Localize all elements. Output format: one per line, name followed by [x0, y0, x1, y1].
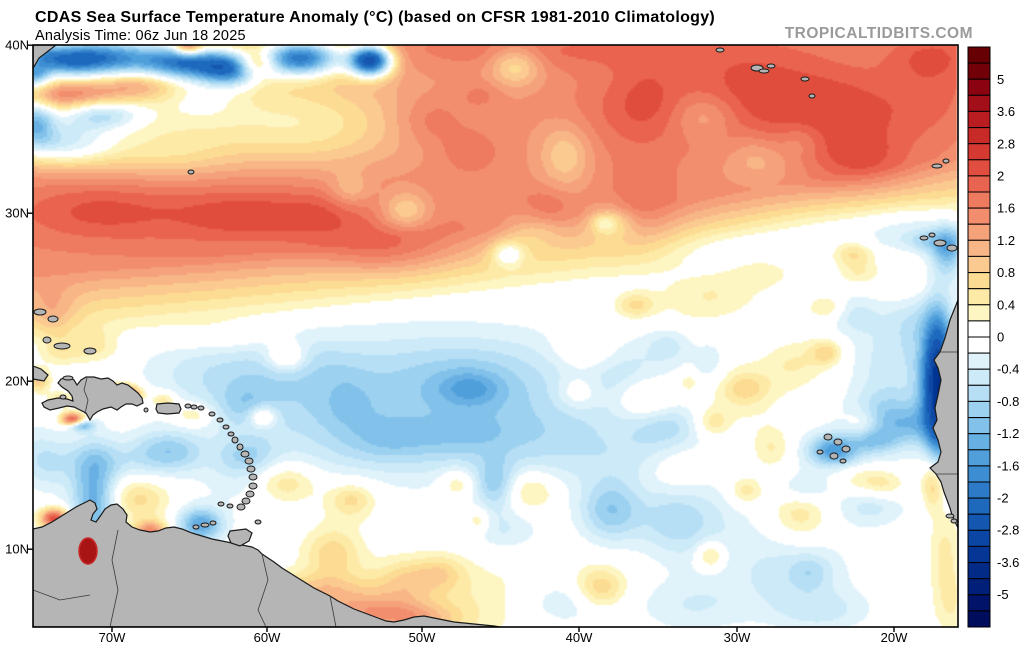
- svg-text:-2: -2: [997, 491, 1009, 506]
- svg-text:-0.4: -0.4: [997, 362, 1019, 377]
- svg-text:3.6: 3.6: [997, 104, 1015, 119]
- svg-text:2.8: 2.8: [997, 136, 1015, 151]
- svg-text:1.6: 1.6: [997, 201, 1015, 216]
- svg-text:-5: -5: [997, 587, 1009, 602]
- svg-text:-0.8: -0.8: [997, 394, 1019, 409]
- svg-text:50W: 50W: [409, 630, 436, 645]
- svg-text:TROPICALTIDBITS.COM: TROPICALTIDBITS.COM: [785, 25, 973, 42]
- svg-text:-1.2: -1.2: [997, 426, 1019, 441]
- svg-text:40W: 40W: [566, 630, 593, 645]
- svg-text:2: 2: [997, 169, 1004, 184]
- svg-text:1.2: 1.2: [997, 233, 1015, 248]
- svg-text:20N: 20N: [5, 374, 29, 389]
- svg-text:20W: 20W: [881, 630, 908, 645]
- svg-text:-3.6: -3.6: [997, 555, 1019, 570]
- svg-text:0: 0: [997, 330, 1004, 345]
- svg-text:10N: 10N: [5, 542, 29, 557]
- svg-text:60W: 60W: [254, 630, 281, 645]
- svg-text:40N: 40N: [5, 38, 29, 53]
- svg-text:Analysis Time: 06z Jun 18 2025: Analysis Time: 06z Jun 18 2025: [35, 28, 246, 44]
- svg-text:5: 5: [997, 72, 1004, 87]
- svg-text:-2.8: -2.8: [997, 523, 1019, 538]
- svg-text:0.4: 0.4: [997, 297, 1015, 312]
- svg-text:0.8: 0.8: [997, 265, 1015, 280]
- svg-text:CDAS Sea Surface Temperature A: CDAS Sea Surface Temperature Anomaly (°C…: [35, 9, 715, 26]
- svg-text:30N: 30N: [5, 206, 29, 221]
- svg-text:70W: 70W: [99, 630, 126, 645]
- svg-text:-1.6: -1.6: [997, 458, 1019, 473]
- svg-text:30W: 30W: [724, 630, 751, 645]
